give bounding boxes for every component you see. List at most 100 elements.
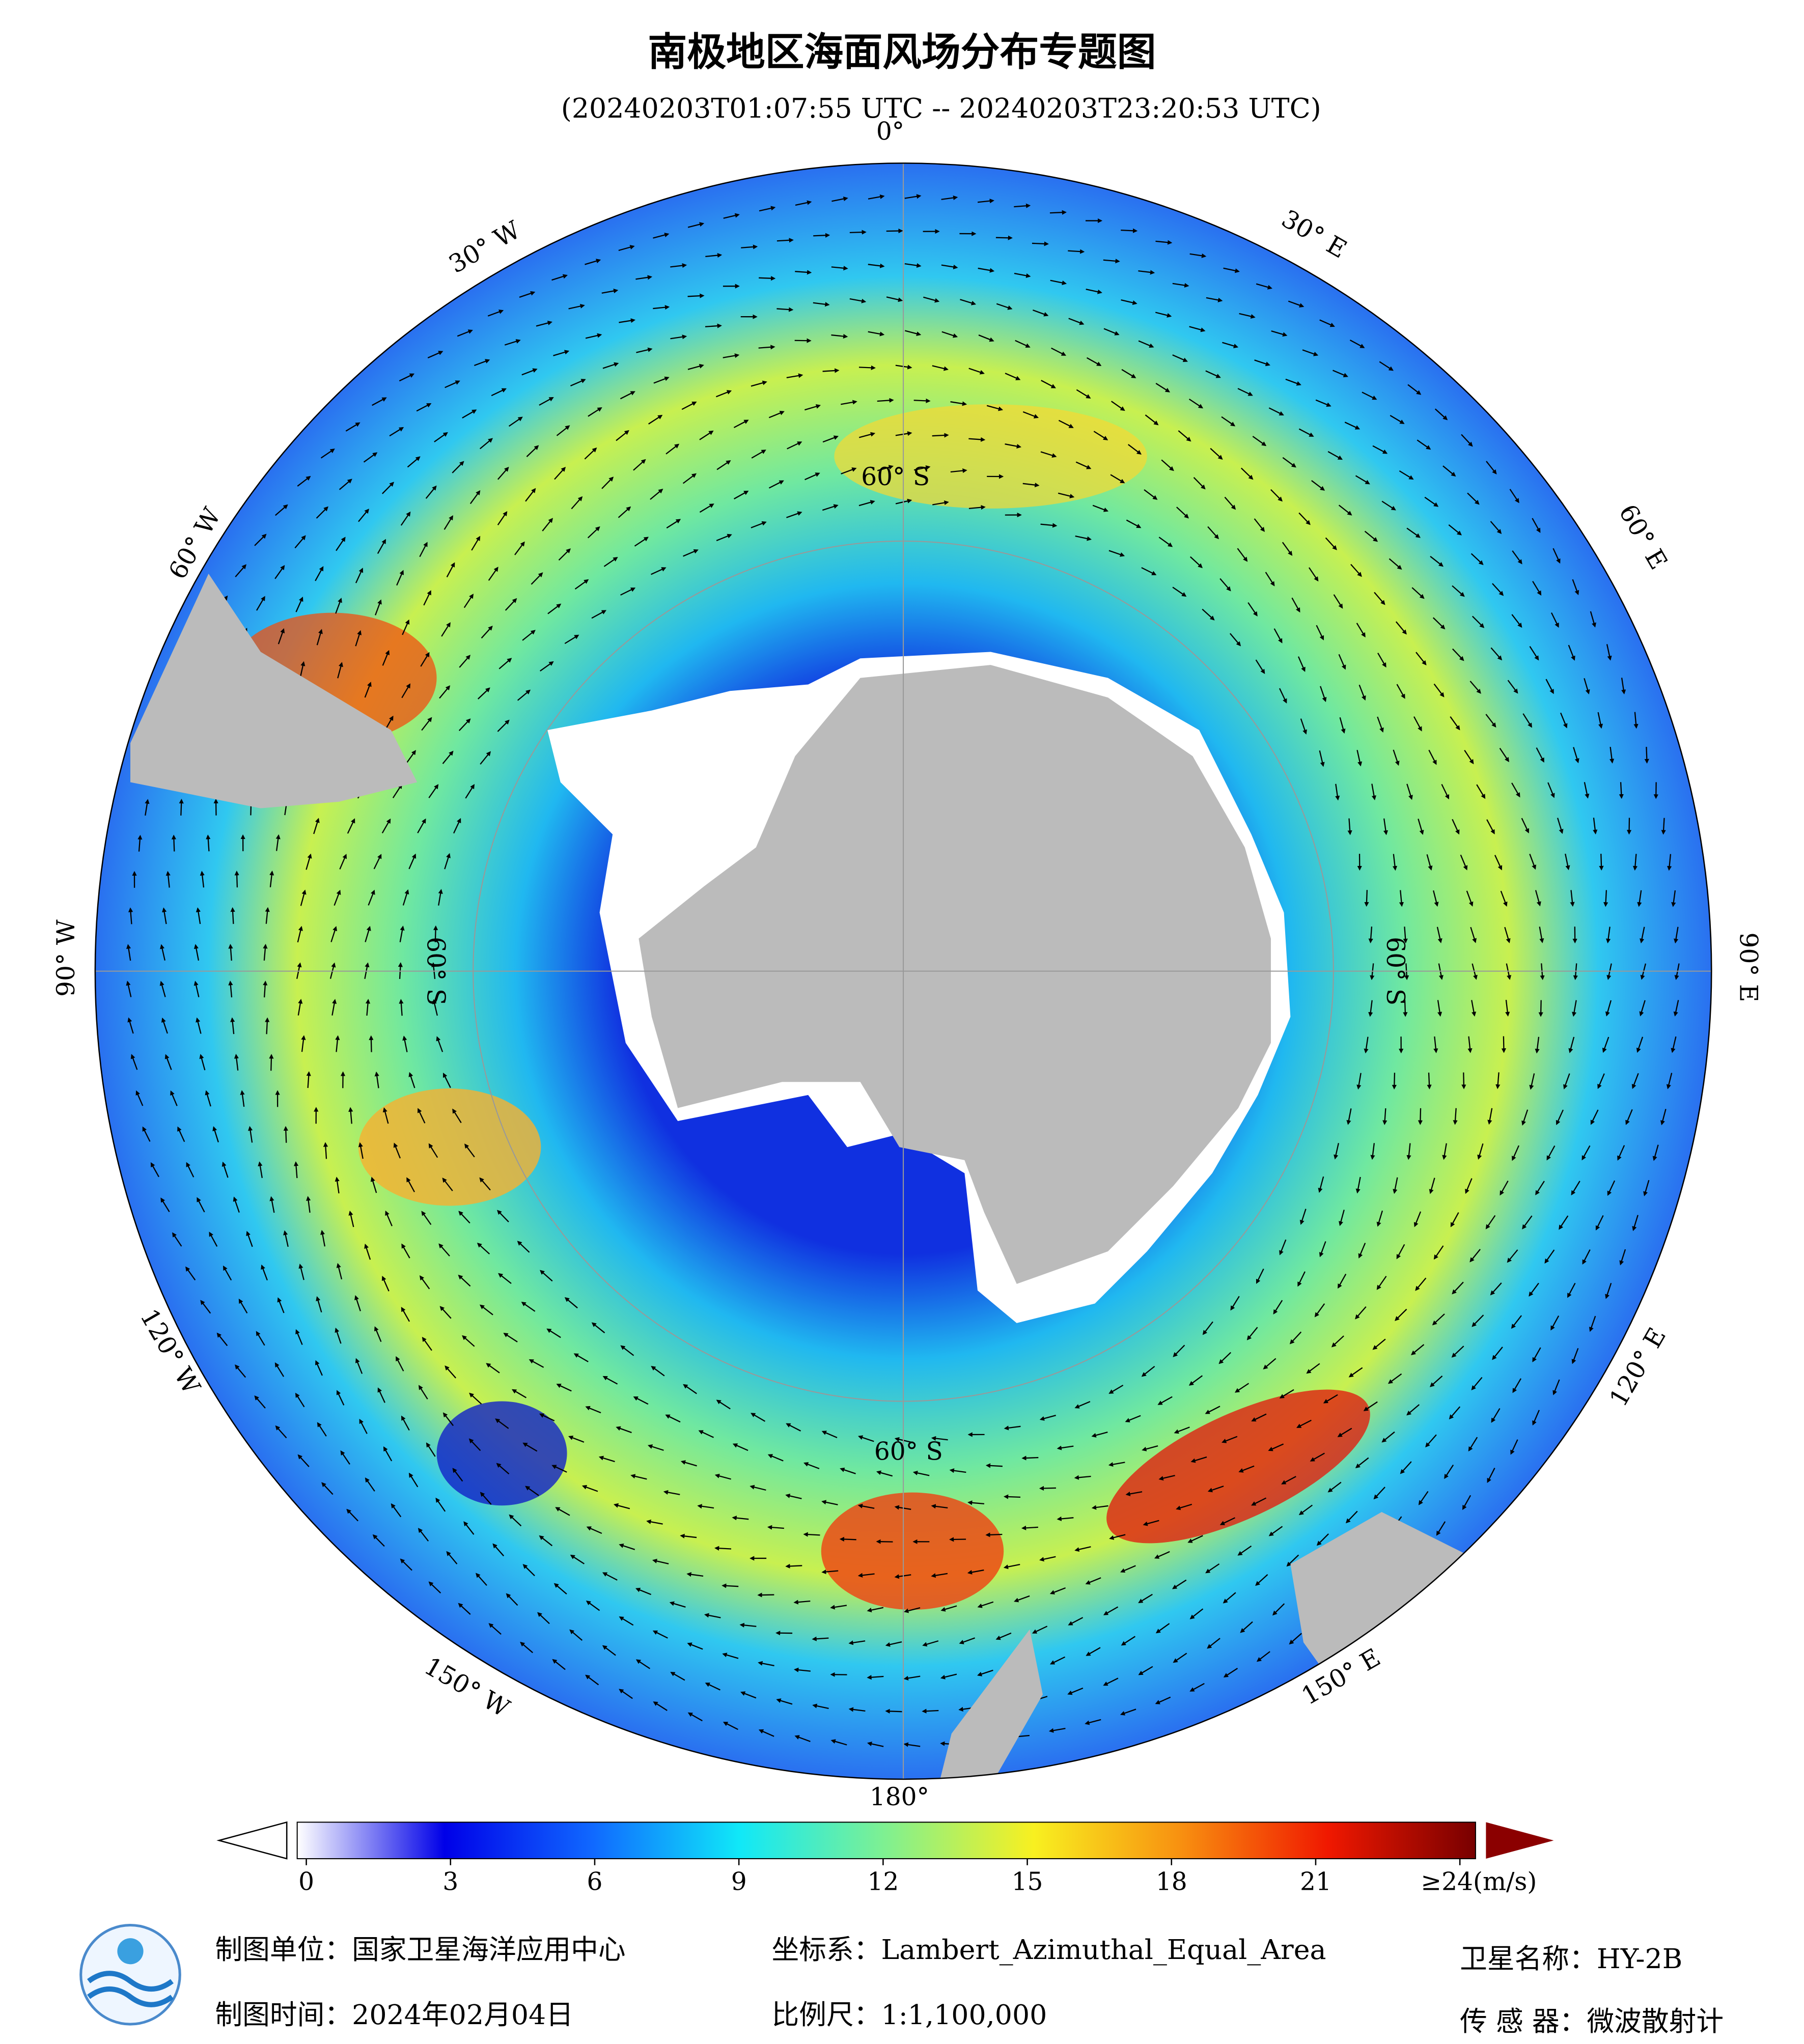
wind-arrow <box>1505 999 1510 1017</box>
wind-arrow <box>1348 1367 1363 1378</box>
wind-arrow <box>316 629 323 646</box>
wind-arrow <box>539 1413 555 1421</box>
wind-arrow <box>496 1463 510 1475</box>
wind-arrow <box>444 853 451 870</box>
wind-arrow <box>274 1362 285 1377</box>
wind-arrow <box>616 430 629 441</box>
wind-arrow <box>1433 683 1445 697</box>
wind-arrow <box>1382 1108 1387 1125</box>
wind-arrow <box>246 1230 253 1247</box>
colorbar-tick-label: 9 <box>731 1867 747 1896</box>
wind-arrow <box>150 1162 159 1178</box>
wind-arrow <box>511 1389 527 1398</box>
wind-arrow <box>1444 1464 1454 1479</box>
wind-arrow <box>1173 1653 1187 1663</box>
wind-arrow <box>739 1622 757 1628</box>
wind-arrow <box>263 943 268 961</box>
wind-arrow <box>1222 1436 1238 1443</box>
wind-arrow <box>758 1729 774 1737</box>
wind-arrow <box>248 1126 253 1143</box>
wind-arrow <box>458 1603 471 1615</box>
wind-arrow <box>375 599 382 615</box>
wind-arrow <box>1512 1145 1519 1161</box>
wind-arrow <box>985 1463 1003 1468</box>
wind-arrow <box>620 391 635 400</box>
wind-arrow <box>402 619 410 635</box>
wind-arrow <box>1068 318 1085 325</box>
wind-arrow <box>1176 1503 1192 1510</box>
wind-arrow <box>686 1572 704 1577</box>
wind-arrow <box>551 274 568 281</box>
wind-arrow <box>564 634 579 645</box>
wind-arrow <box>568 303 585 310</box>
wind-arrow <box>1406 783 1413 800</box>
wind-arrow <box>200 871 205 888</box>
wind-arrow <box>620 1345 634 1356</box>
wind-arrow <box>401 1415 410 1431</box>
wind-arrow <box>794 1735 811 1742</box>
wind-arrow <box>1141 1366 1155 1377</box>
wind-arrow <box>1014 203 1031 208</box>
wind-arrow <box>228 981 233 998</box>
wind-arrow <box>462 1335 475 1347</box>
wind-arrow <box>586 1526 602 1534</box>
wind-arrow <box>505 598 517 611</box>
wind-arrow <box>913 398 931 403</box>
wind-arrow <box>1544 1249 1555 1264</box>
wind-arrow <box>1452 648 1464 661</box>
wind-arrow <box>408 1072 415 1088</box>
wind-arrow <box>1350 564 1362 577</box>
wind-arrow <box>665 1414 681 1423</box>
wind-arrow <box>776 238 794 243</box>
wind-arrow <box>1595 1215 1604 1231</box>
wind-arrow <box>160 1197 170 1212</box>
wind-arrow <box>1240 467 1254 480</box>
wind-arrow <box>804 404 821 411</box>
wind-arrow <box>768 480 784 489</box>
wind-arrow <box>1590 1109 1599 1125</box>
wind-arrow <box>492 1543 505 1557</box>
wind-arrow <box>465 784 475 799</box>
wind-arrow <box>522 630 536 641</box>
wind-arrow <box>365 999 371 1016</box>
wind-arrow <box>421 717 432 731</box>
wind-arrow <box>1429 1375 1443 1387</box>
wind-arrow <box>1571 1348 1579 1364</box>
wind-arrow <box>1273 628 1283 643</box>
wind-arrow <box>1406 1404 1420 1416</box>
wind-arrow <box>1338 654 1346 670</box>
wind-arrow <box>553 350 570 356</box>
wind-arrow <box>1470 927 1477 943</box>
wind-arrow <box>714 1473 731 1480</box>
wind-arrow <box>381 1275 390 1292</box>
wind-arrow <box>1311 480 1325 491</box>
wind-arrow <box>831 197 848 202</box>
wind-arrow <box>585 1674 599 1686</box>
wind-arrow <box>418 1528 429 1542</box>
wind-arrow <box>432 999 438 1016</box>
colorbar-low-arrow <box>216 1821 288 1860</box>
wind-arrow <box>1355 1457 1369 1468</box>
wind-arrow <box>573 1353 589 1362</box>
wind-arrow <box>587 526 600 539</box>
latitude-label: 60° S <box>874 1438 943 1466</box>
wind-arrow <box>1270 489 1283 502</box>
wind-arrow <box>1571 1181 1580 1196</box>
wind-arrow <box>1500 890 1508 907</box>
wind-arrow <box>254 1395 266 1409</box>
wind-arrow <box>968 437 986 442</box>
wind-arrow <box>323 1142 328 1159</box>
wind-arrow <box>261 1264 268 1281</box>
wind-arrow <box>683 549 699 557</box>
wind-arrow <box>126 981 132 997</box>
wind-arrow <box>1452 585 1465 597</box>
wind-arrow <box>1374 592 1385 605</box>
wind-arrow <box>636 347 653 353</box>
wind-arrow <box>417 818 426 833</box>
wind-arrow <box>570 379 586 387</box>
wind-arrow <box>340 1450 350 1465</box>
wind-arrow <box>1223 1592 1236 1604</box>
wind-patch <box>821 1492 1004 1610</box>
wind-arrow <box>1565 853 1570 871</box>
